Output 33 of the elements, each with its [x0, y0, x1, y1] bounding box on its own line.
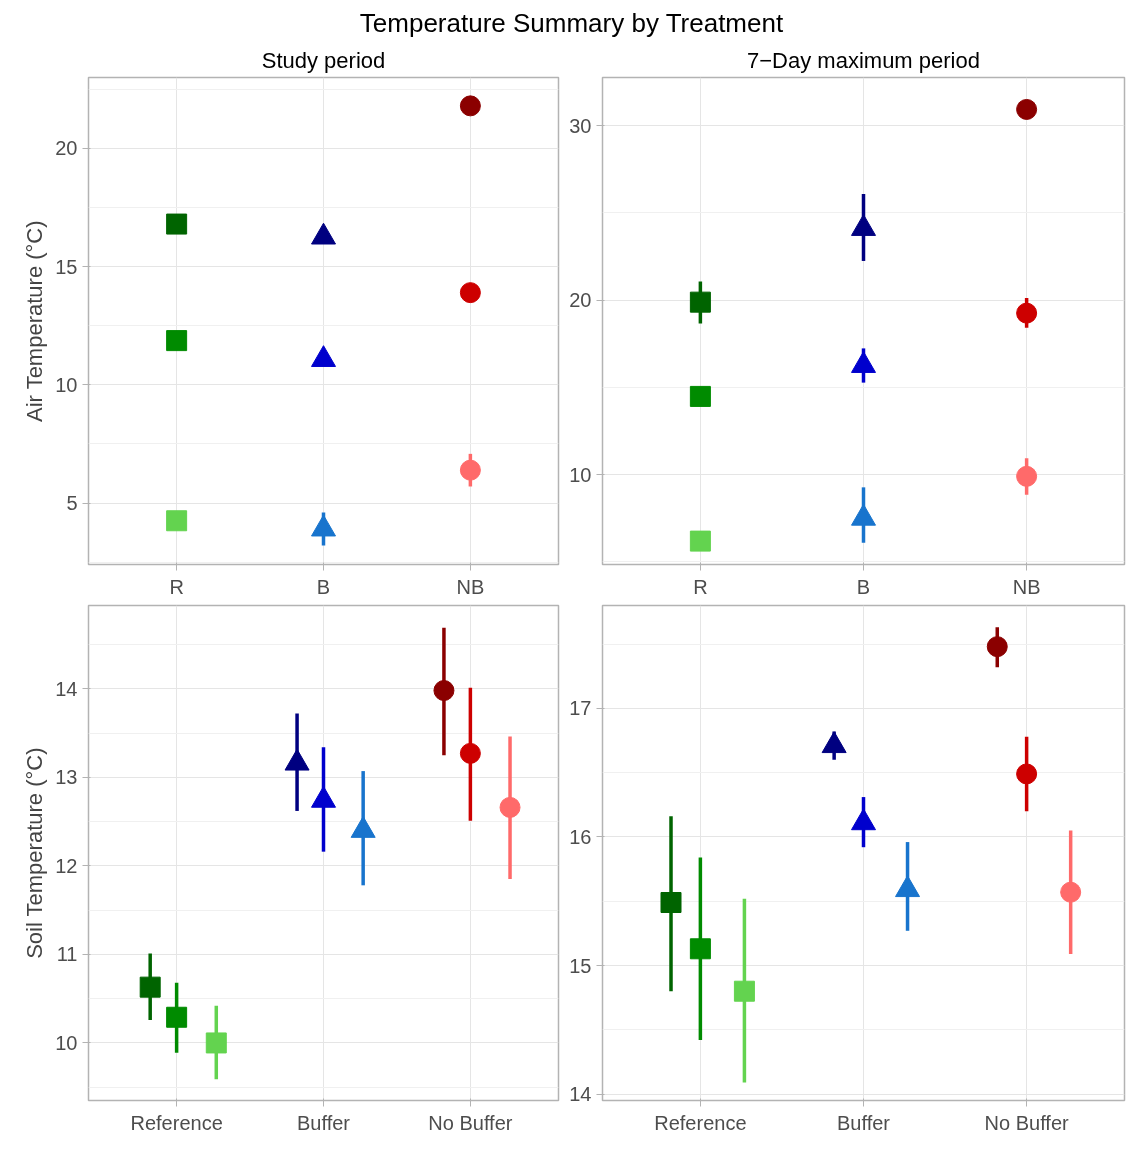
x-tick-label: No Buffer — [428, 1111, 513, 1134]
y-tick-label: 13 — [55, 766, 78, 789]
chart-title: Study period — [261, 47, 386, 73]
y-tick-label: 5 — [66, 492, 78, 515]
x-tick-label: B — [856, 575, 871, 598]
y-tick-label: 16 — [569, 825, 592, 848]
chart-title: 7−Day maximum period — [747, 47, 980, 73]
x-tick-label: B — [316, 575, 331, 598]
x-tick-label: Buffer — [837, 1111, 891, 1134]
x-tick-label: Reference — [654, 1111, 747, 1134]
y-tick-label: 12 — [55, 854, 78, 877]
y-tick-label: 10 — [569, 463, 592, 486]
x-tick-label: Reference — [130, 1111, 223, 1134]
y-tick-label: 30 — [569, 114, 592, 137]
text: Temperature Summary by Treatment — [359, 7, 784, 40]
y-axis-title: Air Temperature (°C) — [22, 220, 48, 422]
y-tick-label: 10 — [55, 1031, 78, 1054]
y-tick-label: 20 — [569, 289, 592, 312]
y-tick-label: 10 — [55, 373, 78, 396]
y-tick-label: 15 — [55, 255, 78, 278]
y-tick-label: 11 — [56, 943, 78, 966]
x-tick-label: NB — [456, 575, 485, 598]
x-tick-label: NB — [1012, 575, 1041, 598]
x-tick-label: R — [693, 575, 708, 598]
y-tick-label: 15 — [569, 954, 592, 977]
x-tick-label: R — [169, 575, 184, 598]
y-tick-label: 14 — [55, 677, 78, 700]
x-tick-label: No Buffer — [984, 1111, 1070, 1134]
y-axis-title: Soil Temperature (°C) — [22, 747, 48, 959]
y-tick-label: 20 — [55, 137, 78, 160]
x-tick-label: Buffer — [297, 1111, 351, 1134]
y-tick-label: 17 — [569, 697, 592, 720]
y-tick-label: 14 — [569, 1083, 592, 1106]
